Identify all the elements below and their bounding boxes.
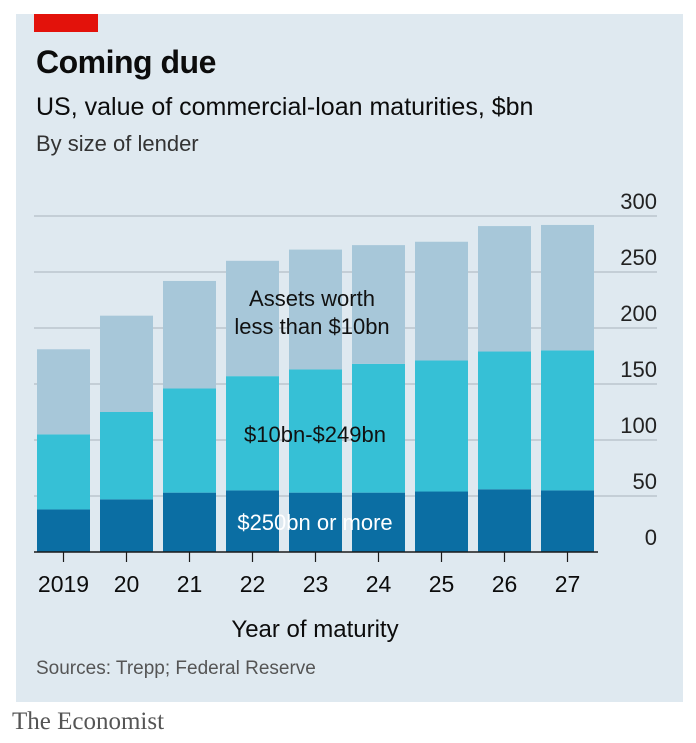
x-tick-label: 27	[555, 571, 581, 597]
x-tick-label: 20	[114, 571, 140, 597]
bar-segment-24-mid	[352, 363, 405, 493]
bar-segment-21-large	[163, 492, 216, 552]
sources-note: Sources: Trepp; Federal Reserve	[36, 658, 316, 679]
x-tick-label: 21	[177, 571, 203, 597]
bar-segment-2019-large	[37, 509, 90, 552]
bar-segment-20-mid	[100, 412, 153, 500]
chart-subtitle: US, value of commercial-loan maturities,…	[36, 93, 534, 121]
bar-segment-22-mid	[226, 376, 279, 491]
bar-segment-25-small	[415, 241, 468, 361]
brand-accent-tag	[34, 14, 98, 32]
economist-logo: The Economist	[12, 708, 165, 735]
bar-segment-2019-mid	[37, 434, 90, 510]
bar-segment-23-small	[289, 249, 342, 370]
y-tick-labels: 0 50 100 150 200 250 300	[620, 189, 657, 550]
bars	[37, 224, 594, 552]
bar-segment-23-large	[289, 492, 342, 552]
x-tick-labels: 2019 20 21 22 23 24 25 26 27	[38, 552, 580, 597]
series-label-small-line1: Assets worth	[249, 286, 375, 311]
bar-segment-27-large	[541, 490, 594, 552]
bar-segment-2019-small	[37, 349, 90, 435]
bar-segment-20-large	[100, 499, 153, 552]
series-labels: Assets worth less than $10bn $10bn-$249b…	[234, 286, 392, 535]
bar-segment-22-small	[226, 260, 279, 377]
y-tick-label: 150	[620, 357, 657, 382]
chart-title: Coming due	[36, 44, 216, 80]
y-tick-label: 0	[645, 525, 657, 550]
x-tick-label: 23	[303, 571, 329, 597]
x-tick-label: 26	[492, 571, 518, 597]
chart-subsubtitle: By size of lender	[36, 131, 199, 156]
y-tick-label: 100	[620, 413, 657, 438]
x-tick-label: 25	[429, 571, 455, 597]
x-tick-label: 22	[240, 571, 266, 597]
bar-segment-21-small	[163, 280, 216, 389]
x-tick-label: 24	[366, 571, 392, 597]
bar-segment-21-mid	[163, 388, 216, 493]
bar-segment-25-large	[415, 491, 468, 552]
series-label-large: $250bn or more	[237, 510, 392, 535]
series-label-mid: $10bn-$249bn	[244, 422, 386, 447]
y-tick-label: 50	[633, 469, 657, 494]
bar-segment-26-large	[478, 489, 531, 552]
bar-segment-27-mid	[541, 350, 594, 491]
y-tick-label: 250	[620, 245, 657, 270]
bar-segment-25-mid	[415, 360, 468, 492]
x-tick-label: 2019	[38, 571, 89, 597]
y-tick-label: 200	[620, 301, 657, 326]
bar-segment-26-mid	[478, 351, 531, 490]
y-tick-label: 300	[620, 189, 657, 214]
bar-segment-24-large	[352, 492, 405, 552]
bar-segment-27-small	[541, 224, 594, 351]
bar-segment-23-mid	[289, 369, 342, 493]
x-axis-label: Year of maturity	[231, 616, 398, 643]
bar-segment-20-small	[100, 315, 153, 412]
bar-segment-22-large	[226, 490, 279, 552]
series-label-small-line2: less than $10bn	[234, 314, 389, 339]
bar-segment-26-small	[478, 226, 531, 352]
bar-segment-24-small	[352, 245, 405, 364]
